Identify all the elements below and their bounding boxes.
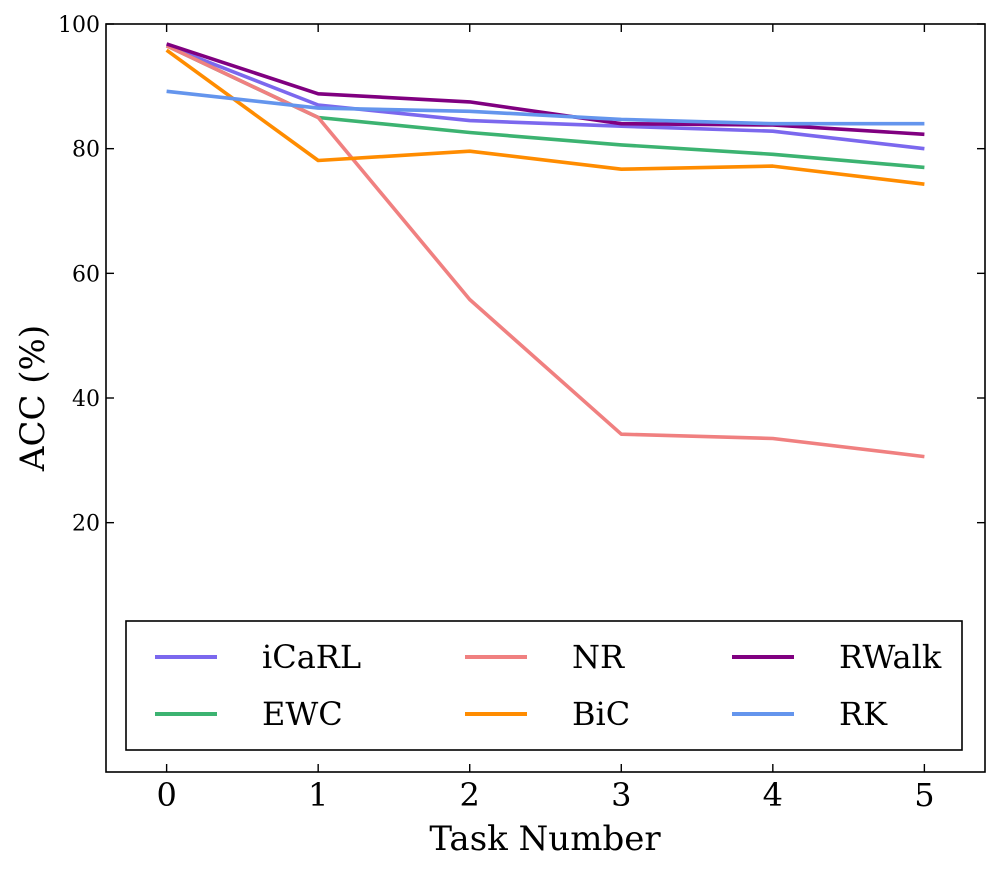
y-tick-label: 40 bbox=[72, 387, 100, 412]
legend-label-rwalk: RWalk bbox=[839, 638, 942, 676]
series-line-bic bbox=[165, 48, 925, 186]
legend-label-icarl: iCaRL bbox=[262, 638, 361, 676]
series-line-ewc bbox=[165, 44, 925, 170]
legend: iCaRL EWC NR BiC RWalk RK bbox=[125, 620, 963, 751]
x-axis-label: Task Number bbox=[429, 819, 661, 859]
y-tick-label: 80 bbox=[72, 138, 100, 163]
y-tick-label: 60 bbox=[72, 262, 100, 287]
legend-label-nr: NR bbox=[572, 638, 625, 676]
y-tick-label: 20 bbox=[72, 512, 100, 537]
legend-label-bic: BiC bbox=[572, 695, 630, 733]
x-tick-label: 5 bbox=[914, 776, 934, 814]
legend-label-ewc: EWC bbox=[262, 695, 343, 733]
series-line-nr bbox=[165, 44, 925, 459]
series-line-rwalk bbox=[166, 42, 925, 137]
y-tick-label: 100 bbox=[58, 13, 100, 38]
x-tick-label: 4 bbox=[763, 776, 783, 814]
legend-label-rk: RK bbox=[839, 695, 888, 733]
series-line-icarl bbox=[165, 44, 925, 151]
series-line-rk bbox=[166, 89, 925, 126]
legend-box bbox=[125, 620, 963, 751]
x-tick-label: 2 bbox=[460, 776, 480, 814]
y-axis-label: ACC (%) bbox=[13, 325, 53, 472]
x-tick-label: 1 bbox=[308, 776, 328, 814]
x-tick-label: 0 bbox=[156, 776, 176, 814]
x-tick-label: 3 bbox=[611, 776, 631, 814]
